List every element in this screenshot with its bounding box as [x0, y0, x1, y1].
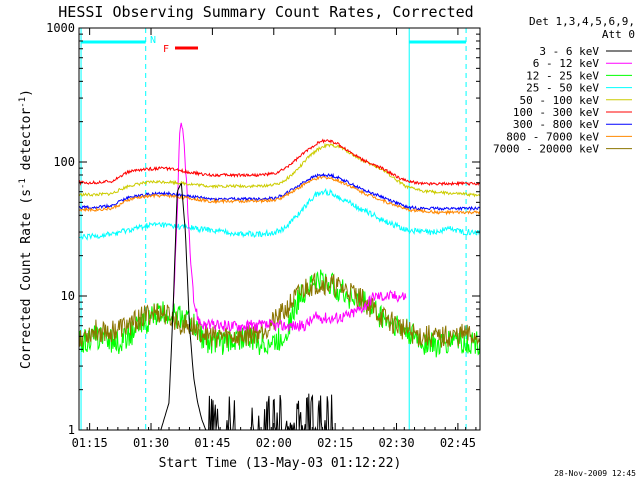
series-line-3-6-kev	[79, 182, 480, 431]
series-line-7000-20000-kev	[78, 272, 481, 348]
y-tick-label: 10	[61, 289, 75, 303]
legend-header-detectors: Det 1,3,4,5,6,9,	[529, 15, 635, 28]
legend-header-attenuator: Att 0	[602, 28, 635, 41]
x-tick-label: 01:45	[194, 436, 230, 450]
y-axis-label-sup2: -1	[18, 97, 28, 108]
y-axis-label: Corrected Count Rate (s-1 detector-1)	[18, 89, 34, 369]
y-axis-label-sup1: -1	[18, 178, 28, 189]
series-line-50-100-kev	[78, 142, 481, 198]
series-line-100-300-kev	[78, 138, 481, 187]
legend-label-50-100-kev: 50 - 100 keV	[520, 94, 600, 107]
legend-label-25-50-kev: 25 - 50 keV	[526, 82, 599, 95]
axis-ticks: 01:15 01:30 01:45 02:00 02:15 02:30 02:45 1 10 10…	[46, 21, 480, 450]
annotation-flare-marker: F	[163, 44, 169, 55]
x-tick-label: 02:30	[378, 436, 414, 450]
x-tick-label: 01:30	[133, 436, 169, 450]
footer-timestamp: 28-Nov-2009 12:45	[554, 469, 636, 478]
legend-label-3-6-kev: 3 - 6 keV	[539, 45, 599, 58]
legend-label-12-25-kev: 12 - 25 keV	[526, 69, 599, 82]
legend-label-6-12-kev: 6 - 12 keV	[533, 57, 600, 70]
x-tick-label: 02:15	[317, 436, 353, 450]
legend-label-100-300-kev: 100 - 300 keV	[513, 106, 599, 119]
observation-segment-markers	[80, 28, 467, 430]
x-axis-label: Start Time (13-May-03 01:12:22)	[159, 456, 402, 471]
x-tick-label: 01:15	[72, 436, 108, 450]
y-tick-label: 1000	[46, 21, 75, 35]
legend-label-800-7000-kev: 800 - 7000 keV	[506, 130, 599, 143]
series-line-25-50-kev	[78, 187, 481, 241]
chart-title: HESSI Observing Summary Count Rates, Cor…	[58, 3, 473, 21]
y-axis-label-part1: Corrected Count Rate (s	[19, 189, 34, 369]
y-axis-label-part3: )	[19, 89, 34, 97]
annotation-night-marker: N	[150, 35, 156, 46]
x-tick-label: 02:00	[256, 436, 292, 450]
legend-label-7000-20000-kev: 7000 - 20000 keV	[493, 143, 599, 156]
series-line-800-7000-kev	[78, 175, 481, 216]
series-layer	[78, 122, 481, 431]
x-tick-label: 02:45	[440, 436, 476, 450]
plot-frame	[78, 27, 481, 431]
series-line-300-800-kev	[78, 172, 481, 212]
y-tick-label: 1	[68, 423, 75, 437]
series-line-6-12-kev	[172, 122, 407, 332]
y-axis-label-part2: detector	[19, 108, 34, 179]
legend-label-300-800-kev: 300 - 800 keV	[513, 118, 599, 131]
y-tick-label: 100	[53, 155, 75, 169]
